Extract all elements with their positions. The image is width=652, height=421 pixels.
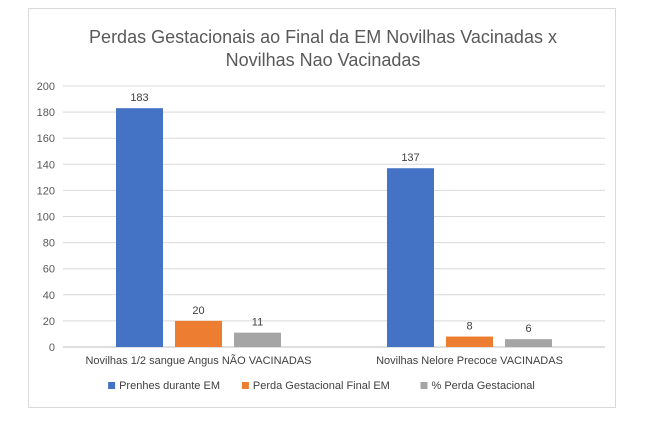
bar (116, 108, 163, 347)
y-tick-label: 120 (37, 185, 55, 197)
data-label: 20 (192, 305, 204, 317)
legend-swatch (108, 382, 116, 389)
data-label: 11 (252, 317, 263, 329)
bar (175, 320, 222, 347)
y-tick-label: 60 (43, 264, 55, 276)
legend-swatch (241, 382, 249, 389)
y-axis-ticks: 0 20 40 60 80 100 120 140 160 180 200 (37, 81, 55, 354)
chart-frame: Perdas Gestacionais ao Final da EM Novil… (28, 8, 616, 408)
data-label: 137 (401, 152, 419, 164)
data-label: 8 (466, 321, 472, 333)
y-tick-label: 0 (49, 342, 55, 354)
bar (446, 336, 493, 347)
x-category-label: Novilhas Nelore Precoce VACINADAS (376, 355, 563, 367)
x-category-label: Novilhas 1/2 sangue Angus NÃO VACINADAS (85, 354, 311, 367)
y-tick-label: 200 (37, 81, 55, 93)
y-tick-label: 160 (37, 133, 55, 145)
legend-swatch (420, 382, 428, 389)
legend-label: % Perda Gestacional (432, 380, 535, 392)
y-tick-label: 40 (43, 290, 55, 302)
legend-label: Prenhes durante EM (119, 380, 220, 392)
data-label: 183 (130, 92, 148, 104)
y-tick-label: 180 (37, 107, 55, 119)
y-tick-label: 100 (37, 212, 55, 224)
y-tick-label: 140 (37, 159, 55, 171)
bar (505, 339, 552, 347)
chart-title-line-1: Perdas Gestacionais ao Final da EM Novil… (89, 27, 557, 47)
legend-label: Perda Gestacional Final EM (253, 380, 390, 392)
chart-title-line-2: Novilhas Nao Vacinadas (226, 50, 421, 70)
y-tick-label: 80 (43, 238, 55, 250)
legend: Prenhes durante EM Perda Gestacional Fina… (108, 380, 535, 392)
x-axis-categories: Novilhas 1/2 sangue Angus NÃO VACINADAS N… (85, 354, 562, 367)
bar (387, 168, 434, 347)
data-label: 6 (525, 323, 531, 335)
y-tick-label: 20 (43, 316, 55, 328)
bar-chart: Perdas Gestacionais ao Final da EM Novil… (37, 27, 605, 392)
data-labels: 183 20 11 137 8 6 (130, 92, 531, 335)
bars (116, 108, 552, 347)
bar (234, 332, 281, 347)
